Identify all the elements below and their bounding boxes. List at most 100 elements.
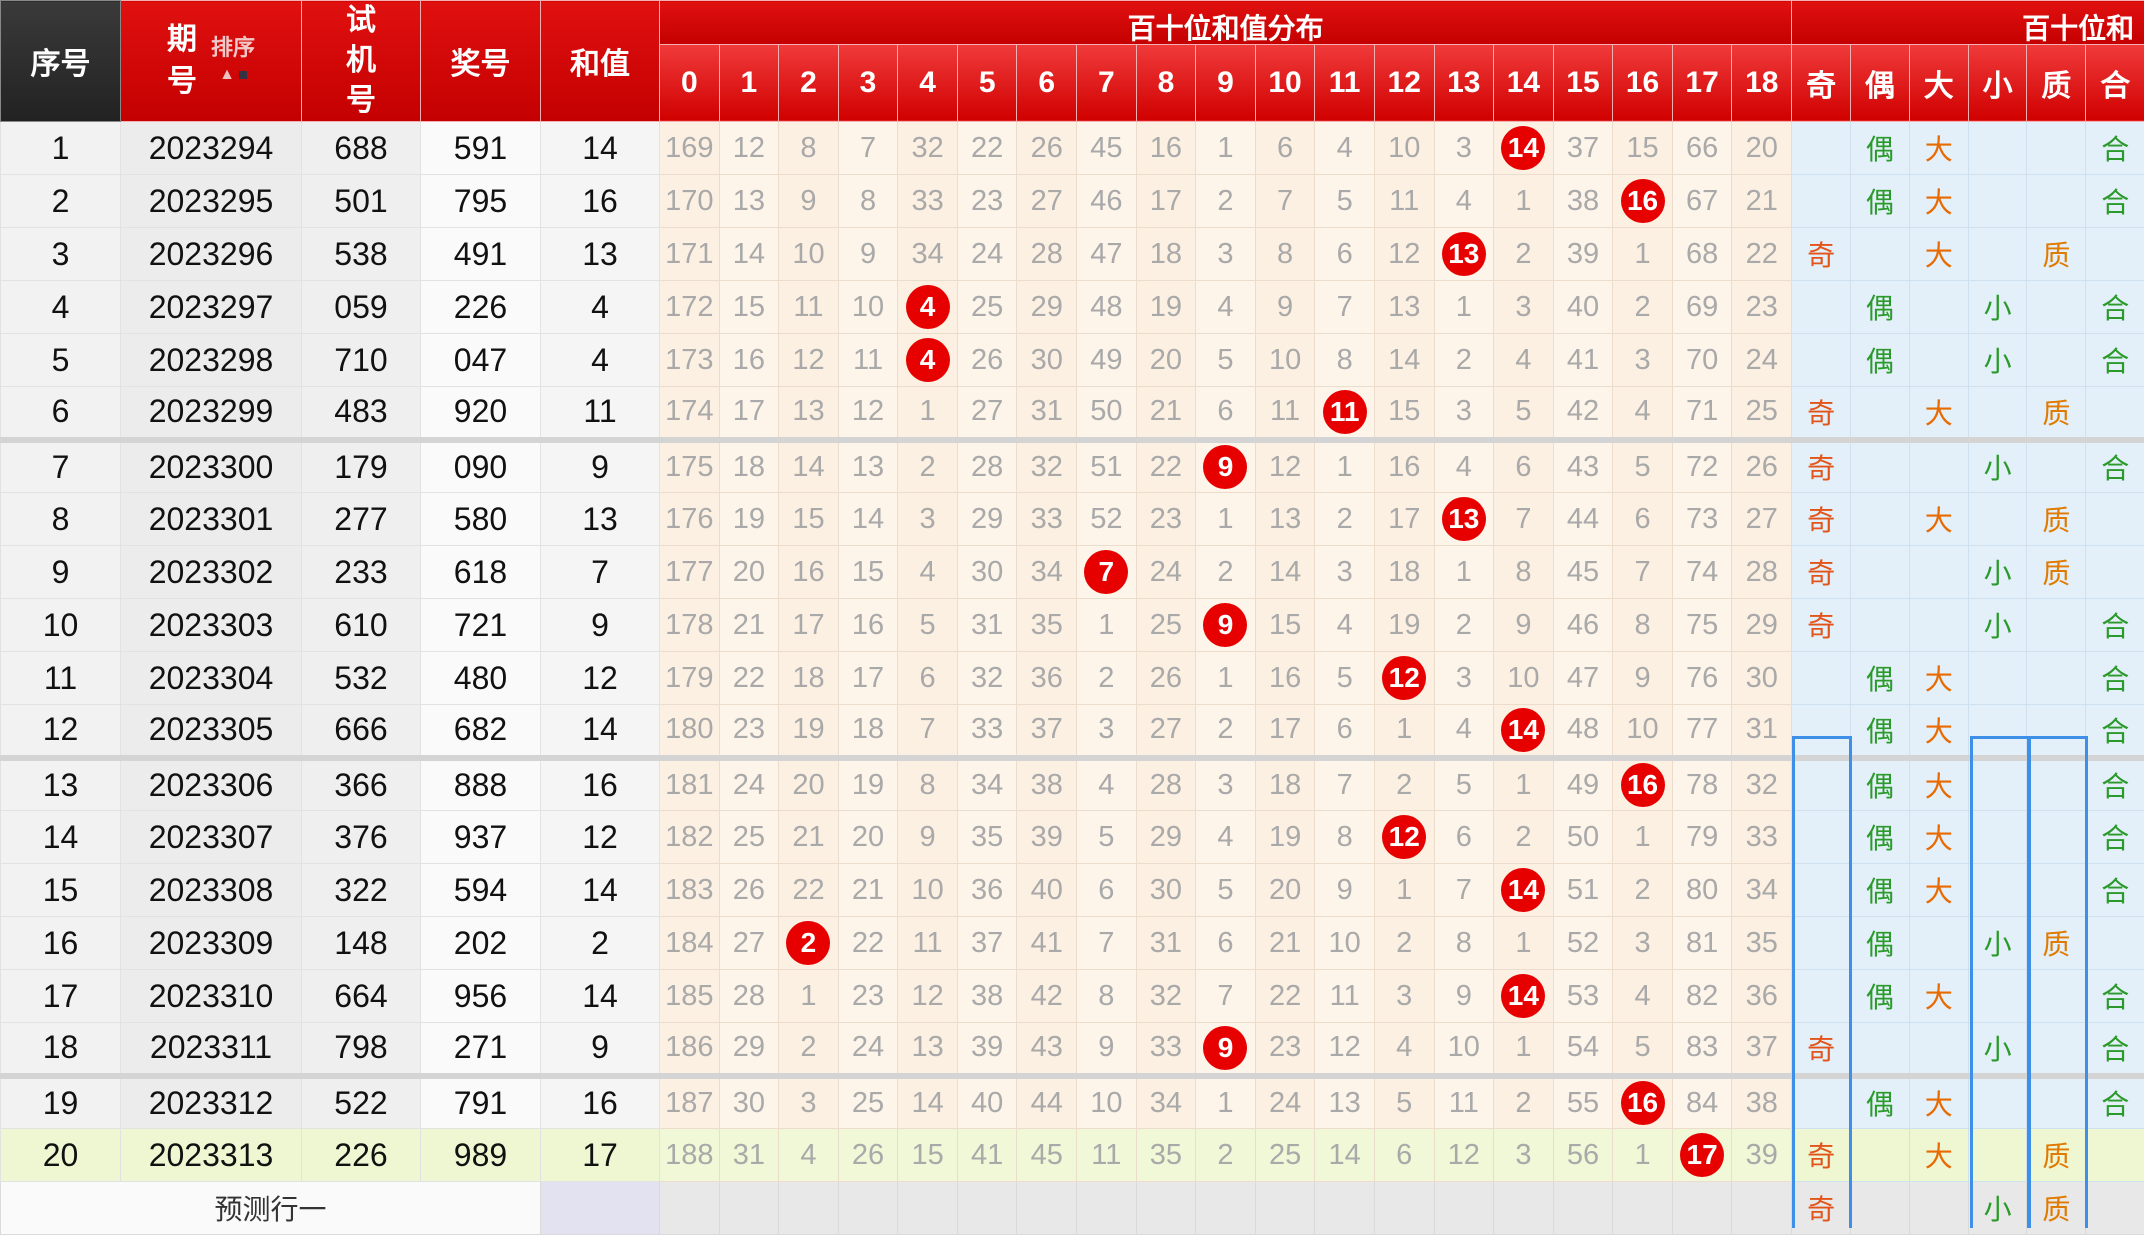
dist-cell: 8 (779, 122, 839, 175)
dist-cell: 3 (1315, 546, 1375, 599)
dist-cell: 24 (1255, 1076, 1315, 1129)
sort-button[interactable]: 排序 ▲ (211, 36, 255, 87)
dist-cell: 40 (957, 1076, 1017, 1129)
form-mark: 合 (2101, 982, 2129, 1013)
dist-col-header: 14 (1494, 44, 1554, 121)
prediction-dist-cell[interactable] (1136, 1182, 1196, 1235)
form-mark: 合 (2101, 716, 2129, 747)
form-cell: 大 (1909, 175, 1968, 228)
dist-cell: 1 (779, 970, 839, 1023)
dist-cell: 3 (1077, 705, 1137, 758)
form-mark: 小 (1984, 346, 2012, 377)
form-cell (1851, 440, 1910, 493)
dist-cell: 1 (1434, 546, 1494, 599)
dist-cell: 9 (1315, 864, 1375, 917)
form-cell (1968, 122, 2027, 175)
prediction-dist-cell[interactable] (1315, 1182, 1375, 1235)
form-mark: 奇 (1807, 398, 1835, 429)
dist-cell: 13 (719, 175, 779, 228)
dist-cell: 11 (779, 281, 839, 334)
dist-cell: 5 (1315, 175, 1375, 228)
prediction-dist-cell[interactable] (1255, 1182, 1315, 1235)
dist-cell: 1 (1196, 493, 1256, 546)
prize-number-cell: 226 (421, 281, 541, 334)
form-mark: 偶 (1866, 664, 1894, 695)
prediction-dist-cell[interactable] (1672, 1182, 1732, 1235)
dist-cell: 2 (1613, 281, 1673, 334)
issue-cell: 2023310 (121, 970, 302, 1023)
dist-cell: 22 (779, 864, 839, 917)
test-number-cell: 610 (302, 599, 421, 652)
prediction-dist-cell[interactable] (957, 1182, 1017, 1235)
dist-col-header: 8 (1136, 44, 1196, 121)
hit-ball: 11 (1323, 390, 1367, 434)
dist-cell: 7 (898, 705, 958, 758)
prediction-dist-cell[interactable] (779, 1182, 839, 1235)
prediction-dist-cell[interactable] (1613, 1182, 1673, 1235)
test-number-cell: 059 (302, 281, 421, 334)
header-seq: 序号 (1, 1, 121, 122)
dist-cell: 38 (957, 970, 1017, 1023)
header-issue[interactable]: 期号 排序 ▲ (121, 1, 302, 122)
prediction-dist-cell[interactable] (719, 1182, 779, 1235)
prediction-form-cell[interactable] (1851, 1182, 1910, 1235)
dist-cell: 13 (1255, 493, 1315, 546)
dist-cell: 52 (1077, 493, 1137, 546)
header-prize-number: 奖号 (421, 1, 541, 122)
dist-cell: 33 (898, 175, 958, 228)
prediction-form-cell[interactable] (2086, 1182, 2144, 1235)
dist-cell: 75 (1672, 599, 1732, 652)
dist-cell: 4 (1315, 122, 1375, 175)
dist-cell: 10 (1077, 1076, 1137, 1129)
prediction-dist-cell[interactable] (1196, 1182, 1256, 1235)
dist-cell: 3 (1613, 917, 1673, 970)
dist-cell: 22 (838, 917, 898, 970)
dist-cell: 9 (1255, 281, 1315, 334)
form-cell (2027, 652, 2086, 705)
prediction-dist-cell[interactable] (1077, 1182, 1137, 1235)
sum-cell: 16 (541, 758, 660, 811)
hit-ball: 14 (1501, 974, 1545, 1018)
prediction-dist-cell[interactable] (1494, 1182, 1554, 1235)
form-cell: 质 (2027, 546, 2086, 599)
dist-cell: 1 (1494, 758, 1554, 811)
prediction-dist-cell[interactable] (1732, 1182, 1792, 1235)
seq-cell: 11 (1, 652, 121, 705)
prediction-dist-cell[interactable] (898, 1182, 958, 1235)
form-mark: 合 (2101, 876, 2129, 907)
prediction-dist-cell[interactable] (1434, 1182, 1494, 1235)
dist-cell: 8 (1613, 599, 1673, 652)
prediction-form-cell[interactable] (1909, 1182, 1968, 1235)
dist-cell: 23 (838, 970, 898, 1023)
dist-cell: 67 (1672, 175, 1732, 228)
prediction-dist-cell[interactable] (1553, 1182, 1613, 1235)
prediction-dist-cell[interactable] (1017, 1182, 1077, 1235)
sum-cell: 4 (541, 281, 660, 334)
dist-cell: 71 (1672, 387, 1732, 440)
prediction-dist-cell[interactable] (838, 1182, 898, 1235)
dist-cell: 29 (957, 493, 1017, 546)
dist-cell: 45 (1077, 122, 1137, 175)
form-col-header: 质 (2027, 44, 2086, 121)
prediction-dist-cell[interactable] (660, 1182, 720, 1235)
dist-cell: 24 (838, 1023, 898, 1076)
dist-cell: 2 (1196, 175, 1256, 228)
dist-cell: 30 (719, 1076, 779, 1129)
prediction-dist-cell[interactable] (1374, 1182, 1434, 1235)
dist-cell: 83 (1672, 1023, 1732, 1076)
test-number-cell: 538 (302, 228, 421, 281)
form-mark: 大 (1925, 982, 1953, 1013)
dist-cell: 1 (1613, 1129, 1673, 1182)
dist-cell: 14 (1494, 122, 1554, 175)
